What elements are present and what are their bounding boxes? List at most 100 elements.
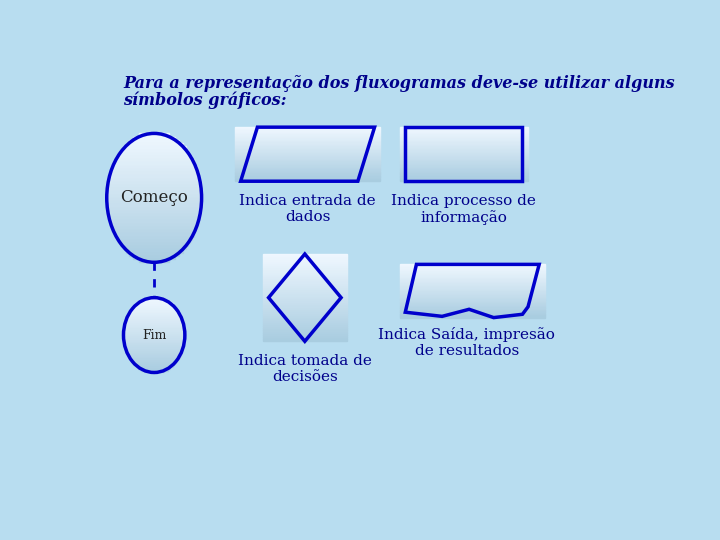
Polygon shape (134, 305, 174, 307)
Polygon shape (235, 158, 380, 160)
Polygon shape (130, 310, 179, 313)
Polygon shape (235, 127, 380, 129)
Polygon shape (107, 198, 202, 201)
Polygon shape (112, 227, 197, 230)
Polygon shape (400, 161, 528, 163)
Polygon shape (235, 134, 380, 136)
Polygon shape (124, 328, 184, 329)
Polygon shape (235, 156, 380, 157)
Polygon shape (400, 130, 528, 131)
Polygon shape (235, 133, 380, 134)
Polygon shape (116, 156, 192, 159)
Polygon shape (126, 143, 183, 146)
Polygon shape (120, 150, 188, 153)
Polygon shape (400, 295, 545, 296)
Polygon shape (235, 163, 380, 164)
Polygon shape (125, 346, 184, 348)
Polygon shape (400, 265, 545, 266)
Polygon shape (263, 326, 347, 328)
Polygon shape (235, 138, 380, 139)
Polygon shape (263, 333, 347, 335)
Polygon shape (263, 315, 347, 318)
Polygon shape (400, 266, 545, 267)
Polygon shape (400, 127, 528, 129)
Text: símbolos gráficos:: símbolos gráficos: (124, 92, 287, 109)
Polygon shape (235, 179, 380, 180)
Polygon shape (400, 137, 528, 138)
Polygon shape (108, 211, 201, 214)
Polygon shape (263, 254, 347, 256)
Polygon shape (400, 173, 528, 174)
Polygon shape (136, 303, 173, 305)
Polygon shape (107, 201, 202, 204)
Polygon shape (400, 153, 528, 154)
Polygon shape (127, 354, 181, 356)
Polygon shape (129, 253, 179, 256)
Text: Indica entrada de
dados: Indica entrada de dados (239, 194, 376, 224)
Polygon shape (235, 164, 380, 165)
Polygon shape (235, 139, 380, 141)
Polygon shape (108, 179, 200, 182)
Polygon shape (400, 314, 545, 315)
Polygon shape (400, 269, 545, 271)
Polygon shape (400, 149, 528, 150)
Polygon shape (400, 147, 528, 149)
Polygon shape (235, 153, 380, 154)
Polygon shape (125, 324, 184, 326)
Polygon shape (116, 237, 192, 240)
Polygon shape (124, 341, 184, 342)
Polygon shape (400, 154, 528, 156)
Polygon shape (263, 300, 347, 302)
Polygon shape (113, 230, 195, 233)
Polygon shape (263, 304, 347, 306)
Polygon shape (400, 280, 545, 282)
Polygon shape (235, 166, 380, 168)
Polygon shape (400, 316, 545, 318)
Polygon shape (400, 272, 545, 274)
Polygon shape (118, 153, 190, 156)
Polygon shape (400, 145, 528, 146)
Polygon shape (400, 296, 545, 298)
Polygon shape (263, 265, 347, 267)
Polygon shape (400, 271, 545, 272)
Polygon shape (235, 172, 380, 173)
Polygon shape (400, 315, 545, 316)
Polygon shape (145, 370, 163, 373)
Polygon shape (123, 146, 186, 150)
Polygon shape (109, 220, 199, 224)
Polygon shape (400, 268, 545, 269)
Polygon shape (235, 169, 380, 171)
Polygon shape (400, 303, 545, 305)
Polygon shape (400, 287, 545, 288)
Polygon shape (124, 337, 185, 339)
Polygon shape (400, 163, 528, 164)
Polygon shape (127, 316, 181, 318)
Polygon shape (235, 177, 380, 179)
Text: Para a representação dos fluxogramas deve-se utilizar alguns: Para a representação dos fluxogramas dev… (124, 75, 675, 92)
Polygon shape (263, 318, 347, 320)
Polygon shape (263, 282, 347, 285)
Polygon shape (125, 345, 184, 346)
Polygon shape (145, 298, 163, 300)
Polygon shape (263, 310, 347, 313)
Polygon shape (125, 348, 183, 350)
Polygon shape (124, 326, 184, 328)
Polygon shape (235, 131, 380, 133)
Polygon shape (400, 302, 545, 303)
Polygon shape (400, 129, 528, 130)
Polygon shape (235, 129, 380, 130)
Polygon shape (263, 291, 347, 293)
Polygon shape (235, 171, 380, 172)
Polygon shape (400, 133, 528, 134)
Polygon shape (400, 156, 528, 157)
Polygon shape (263, 289, 347, 291)
Polygon shape (107, 204, 202, 207)
Polygon shape (400, 285, 545, 286)
Polygon shape (400, 168, 528, 169)
Polygon shape (400, 138, 528, 139)
Polygon shape (400, 282, 545, 283)
Polygon shape (400, 279, 545, 280)
Polygon shape (263, 258, 347, 260)
Polygon shape (118, 240, 190, 243)
Polygon shape (109, 172, 199, 176)
